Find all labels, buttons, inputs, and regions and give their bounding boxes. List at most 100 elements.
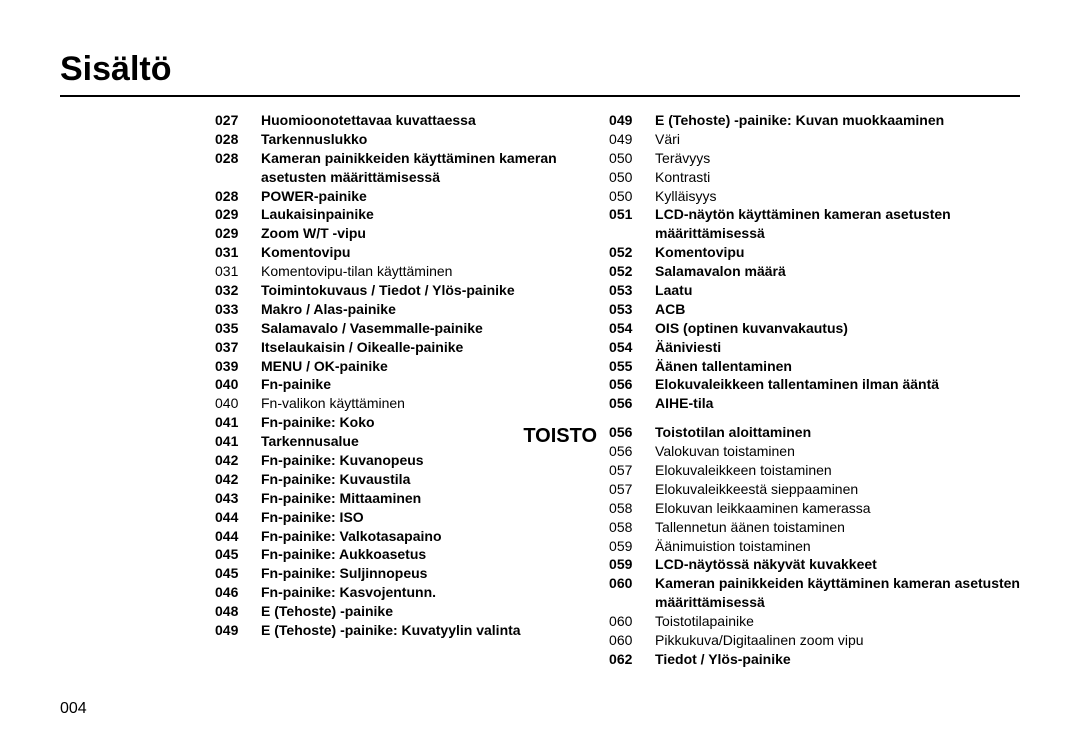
toc-entry: 028Tarkennuslukko xyxy=(215,130,559,149)
toc-text: Fn-painike: Mittaaminen xyxy=(261,489,559,508)
toc-text: Komentovipu xyxy=(261,243,559,262)
toc-page: 029 xyxy=(215,205,261,224)
toc-text: Fn-painike: Kasvojentunn. xyxy=(261,583,559,602)
toc-page: 049 xyxy=(609,111,655,130)
spacer xyxy=(609,413,1020,423)
toc-text: Tarkennuslukko xyxy=(261,130,559,149)
toc-text: Ääniviesti xyxy=(655,338,1020,357)
toc-entry: 046Fn-painike: Kasvojentunn. xyxy=(215,583,559,602)
toc-page: 031 xyxy=(215,243,261,262)
toc-text: Äänimuistion toistaminen xyxy=(655,537,1020,556)
toc-entry: 028POWER-painike xyxy=(215,187,559,206)
toc-entry: 054Ääniviesti xyxy=(609,338,1020,357)
toc-text: Makro / Alas-painike xyxy=(261,300,559,319)
toc-entry: 053ACB xyxy=(609,300,1020,319)
toc-entry: 052Komentovipu xyxy=(609,243,1020,262)
toc-entry: 054OIS (optinen kuvanvakautus) xyxy=(609,319,1020,338)
toc-text: E (Tehoste) -painike xyxy=(261,602,559,621)
toc-page: 028 xyxy=(215,130,261,149)
toc-page: 037 xyxy=(215,338,261,357)
toc-entry: 029Zoom W/T -vipu xyxy=(215,224,559,243)
toc-entry: 040Fn-painike xyxy=(215,375,559,394)
page-number: 004 xyxy=(60,700,87,718)
toc-page: 040 xyxy=(215,375,261,394)
toc-entry: 055Äänen tallentaminen xyxy=(609,357,1020,376)
toc-text: Fn-painike: Aukkoasetus xyxy=(261,545,559,564)
toc-entry: 056AIHE-tila xyxy=(609,394,1020,413)
toc-text: Laatu xyxy=(655,281,1020,300)
toc-entry: 059Äänimuistion toistaminen xyxy=(609,537,1020,556)
toc-text: Komentovipu-tilan käyttäminen xyxy=(261,262,559,281)
toc-text: Äänen tallentaminen xyxy=(655,357,1020,376)
toc-text: Toistotilan aloittaminen xyxy=(655,423,1020,442)
toc-page: 041 xyxy=(215,432,261,451)
toc-text: Komentovipu xyxy=(655,243,1020,262)
toc-text: Kylläisyys xyxy=(655,187,1020,206)
toc-page: 055 xyxy=(609,357,655,376)
toc-text: Fn-valikon käyttäminen xyxy=(261,394,559,413)
toc-entry: 033Makro / Alas-painike xyxy=(215,300,559,319)
toc-entry: 060Toistotilapainike xyxy=(609,612,1020,631)
toc-page: 040 xyxy=(215,394,261,413)
toc-page: 046 xyxy=(215,583,261,602)
toc-page: 056 xyxy=(609,423,655,442)
toc-entry: 037Itselaukaisin / Oikealle-painike xyxy=(215,338,559,357)
toc-entry: 048E (Tehoste) -painike xyxy=(215,602,559,621)
section-label: TOISTO xyxy=(523,423,597,450)
toc-page: 059 xyxy=(609,555,655,574)
toc-page: 060 xyxy=(609,631,655,650)
toc-entry: 042Fn-painike: Kuvaustila xyxy=(215,470,559,489)
toc-page: 056 xyxy=(609,394,655,413)
toc-entry: 045Fn-painike: Suljinnopeus xyxy=(215,564,559,583)
toc-text: Fn-painike: Koko xyxy=(261,413,559,432)
toc-entry: 058Elokuvan leikkaaminen kamerassa xyxy=(609,499,1020,518)
toc-entry: 044Fn-painike: Valkotasapaino xyxy=(215,527,559,546)
toc-entry: 051LCD-näytön käyttäminen kameran asetus… xyxy=(609,205,1020,243)
toc-text: Fn-painike: Kuvaustila xyxy=(261,470,559,489)
toc-text: Fn-painike: Kuvanopeus xyxy=(261,451,559,470)
toc-entry: 062Tiedot / Ylös-painike xyxy=(609,650,1020,669)
toc-text: E (Tehoste) -painike: Kuvan muokkaaminen xyxy=(655,111,1020,130)
toc-entry: 058Tallennetun äänen toistaminen xyxy=(609,518,1020,537)
toc-page: 039 xyxy=(215,357,261,376)
toc-text: Kameran painikkeiden käyttäminen kameran… xyxy=(261,149,559,187)
toc-page: 033 xyxy=(215,300,261,319)
toc-entry: 039MENU / OK-painike xyxy=(215,357,559,376)
toc-page: 050 xyxy=(609,187,655,206)
toc-page: 060 xyxy=(609,574,655,612)
toc-entry: 050Terävyys xyxy=(609,149,1020,168)
toc-text: Väri xyxy=(655,130,1020,149)
toc-page: 053 xyxy=(609,300,655,319)
toc-text: Salamavalo / Vasemmalle-painike xyxy=(261,319,559,338)
toc-text: Elokuvan leikkaaminen kamerassa xyxy=(655,499,1020,518)
toc-text: Huomioonotettavaa kuvattaessa xyxy=(261,111,559,130)
toc-page: 031 xyxy=(215,262,261,281)
toc-text: POWER-painike xyxy=(261,187,559,206)
toc-text: Tallennetun äänen toistaminen xyxy=(655,518,1020,537)
toc-entry: 035Salamavalo / Vasemmalle-painike xyxy=(215,319,559,338)
toc-text: Toimintokuvaus / Tiedot / Ylös-painike xyxy=(261,281,559,300)
toc-page: 058 xyxy=(609,499,655,518)
toc-entry: 056Toistotilan aloittaminenTOISTO xyxy=(609,423,1020,442)
toc-text: Fn-painike xyxy=(261,375,559,394)
toc-page: 052 xyxy=(609,243,655,262)
toc-page: 051 xyxy=(609,205,655,243)
toc-column-1: 027Huomioonotettavaa kuvattaessa028Tarke… xyxy=(215,111,559,669)
toc-text: MENU / OK-painike xyxy=(261,357,559,376)
toc-entry: 060Pikkukuva/Digitaalinen zoom vipu xyxy=(609,631,1020,650)
toc-text: OIS (optinen kuvanvakautus) xyxy=(655,319,1020,338)
toc-page: 045 xyxy=(215,545,261,564)
toc-entry: 041Tarkennusalue xyxy=(215,432,559,451)
toc-page: 042 xyxy=(215,451,261,470)
toc-text: Kontrasti xyxy=(655,168,1020,187)
toc-page: 057 xyxy=(609,461,655,480)
toc-text: AIHE-tila xyxy=(655,394,1020,413)
toc-page: 027 xyxy=(215,111,261,130)
toc-text: Fn-painike: Suljinnopeus xyxy=(261,564,559,583)
toc-page: 054 xyxy=(609,319,655,338)
toc-columns: 027Huomioonotettavaa kuvattaessa028Tarke… xyxy=(60,111,1020,669)
toc-text: Elokuvaleikkeen tallentaminen ilman äänt… xyxy=(655,375,1020,394)
toc-page: 028 xyxy=(215,149,261,187)
toc-text: ACB xyxy=(655,300,1020,319)
toc-text: Valokuvan toistaminen xyxy=(655,442,1020,461)
